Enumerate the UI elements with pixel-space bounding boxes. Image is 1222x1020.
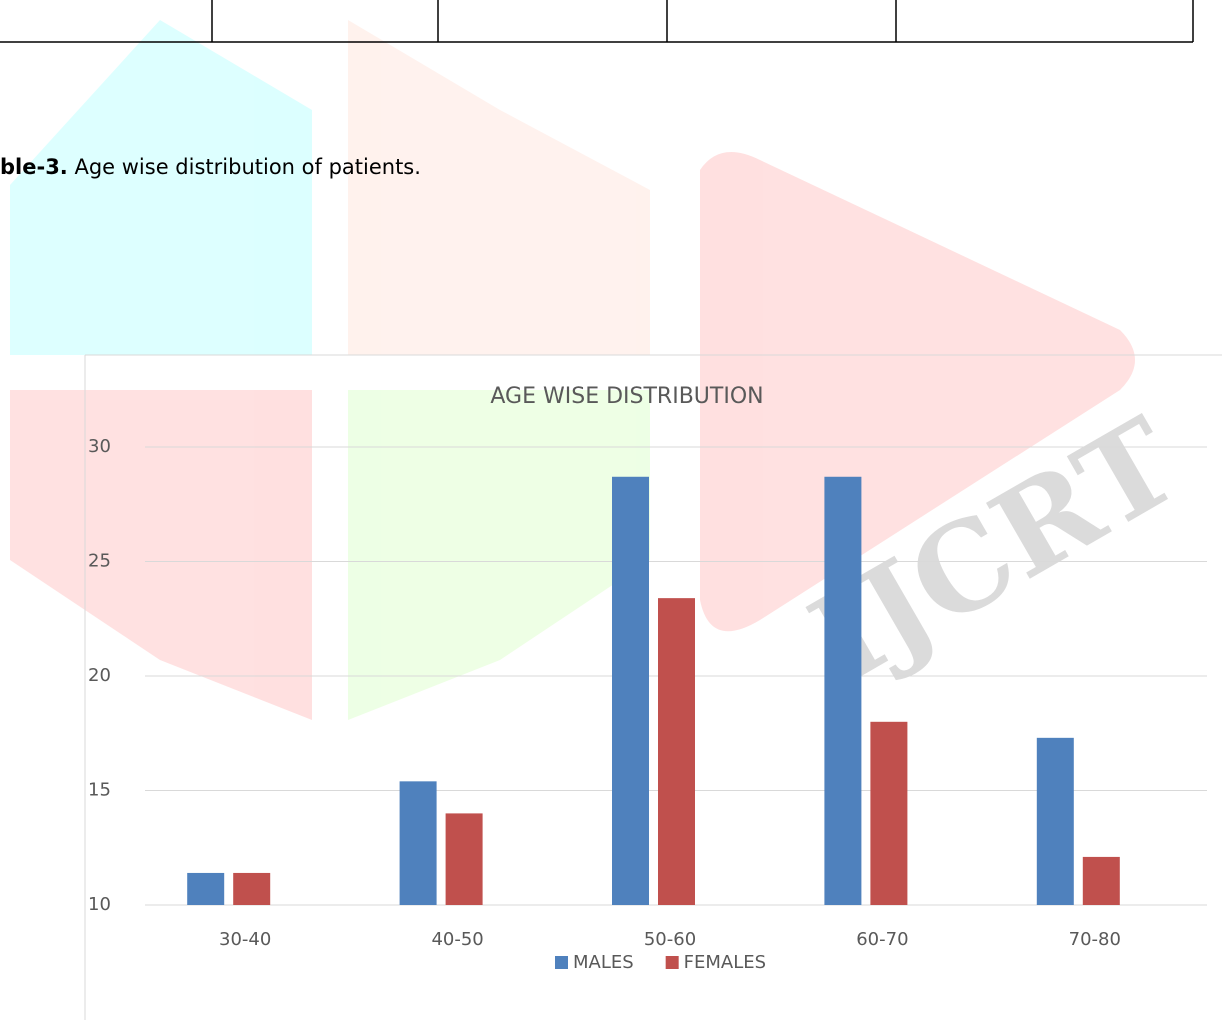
y-tick-label: 20	[88, 665, 111, 686]
legend-swatch	[555, 956, 568, 969]
legend-label: FEMALES	[684, 952, 766, 973]
y-tick-label: 15	[88, 780, 111, 801]
x-tick-label: 60-70	[856, 929, 908, 950]
page: IJCRT ble-3. Age wise distribution of pa…	[0, 0, 1222, 1020]
x-tick-label: 50-60	[644, 929, 696, 950]
bar	[446, 813, 483, 905]
page-canvas: IJCRT ble-3. Age wise distribution of pa…	[0, 0, 1222, 1020]
x-tick-label: 30-40	[219, 929, 271, 950]
caption: ble-3. Age wise distribution of patients…	[0, 155, 421, 179]
chart-title: AGE WISE DISTRIBUTION	[490, 384, 763, 409]
caption-text: Age wise distribution of patients.	[74, 155, 420, 179]
bar	[233, 873, 270, 905]
y-tick-label: 10	[88, 894, 111, 915]
legend-label: MALES	[573, 952, 634, 973]
x-tick-label: 40-50	[431, 929, 483, 950]
bar	[187, 873, 224, 905]
wm-shape	[10, 390, 312, 720]
wm-shape	[10, 20, 312, 355]
bar	[1037, 738, 1074, 905]
caption-label: ble-3.	[0, 155, 68, 179]
wm-shape	[348, 390, 650, 720]
bar	[870, 722, 907, 905]
bar	[824, 477, 861, 905]
bar	[658, 598, 695, 905]
bar	[1083, 857, 1120, 905]
bar	[612, 477, 649, 905]
wm-shape	[348, 20, 650, 355]
x-tick-label: 70-80	[1069, 929, 1121, 950]
bar	[400, 781, 437, 905]
y-tick-label: 30	[88, 436, 111, 457]
y-tick-label: 25	[88, 551, 111, 572]
legend-swatch	[666, 956, 679, 969]
